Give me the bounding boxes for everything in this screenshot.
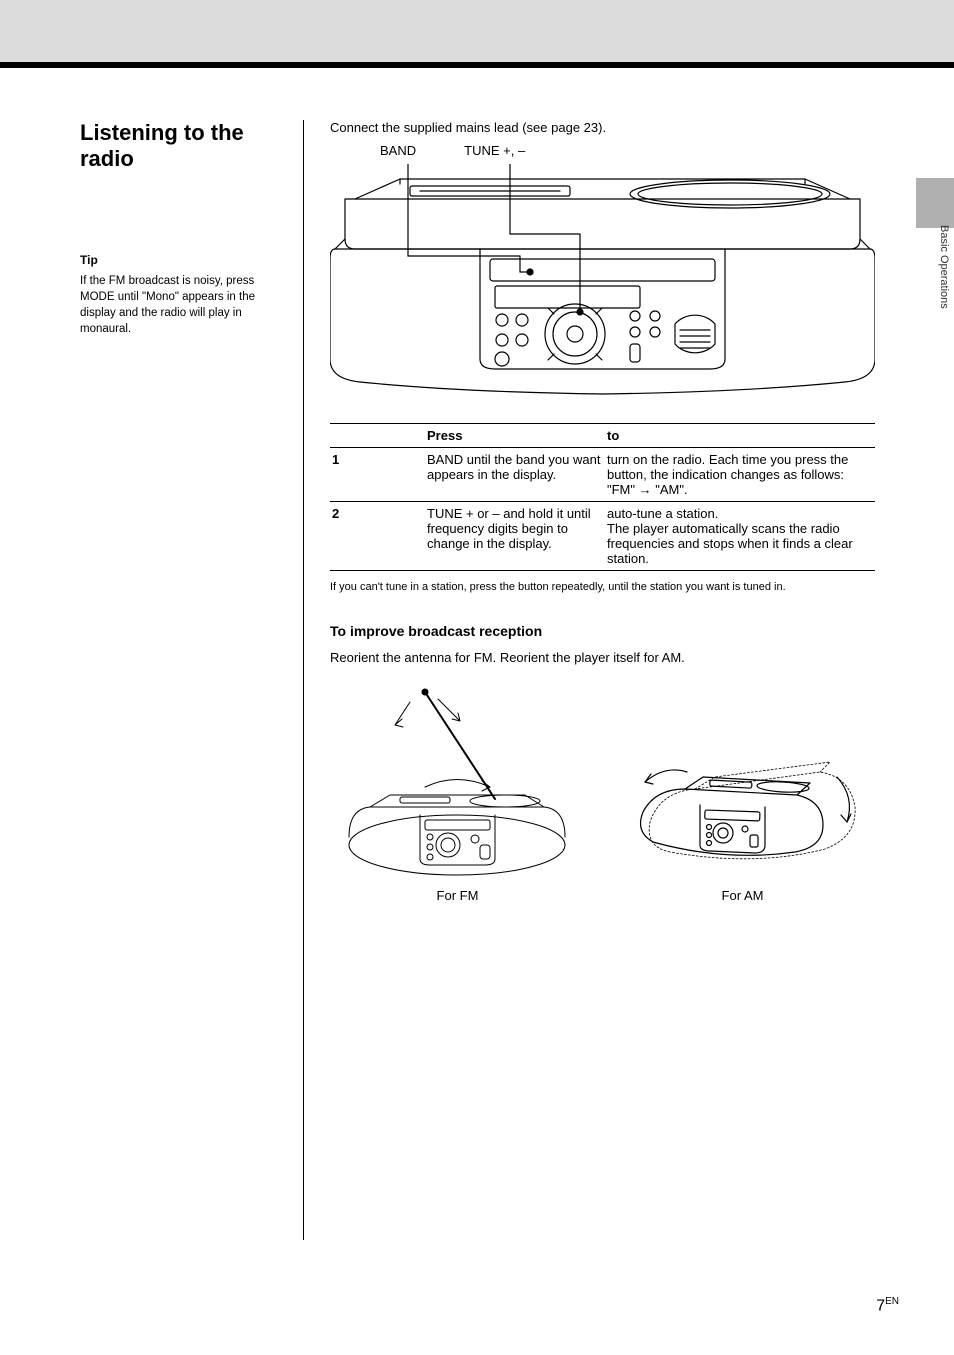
th-to: to — [607, 428, 873, 443]
page-number-value: 7 — [876, 1297, 885, 1314]
tip-heading: Tip — [80, 253, 280, 267]
label-band: BAND — [380, 143, 416, 158]
side-section-label: Basic Operations — [920, 225, 950, 309]
steps-table: Press to 1 BAND until the band you want … — [330, 423, 875, 571]
am-diagram-wrap: For AM — [615, 677, 870, 903]
fm-antenna-diagram — [330, 677, 585, 877]
step-num: 1 — [332, 452, 427, 497]
tip-block: Tip If the FM broadcast is noisy, press … — [80, 253, 280, 337]
subsection-text: Reorient the antenna for FM. Reorient th… — [330, 649, 875, 667]
step-press: BAND until the band you want appears in … — [427, 452, 607, 497]
step-num: 2 — [332, 506, 427, 566]
th-press: Press — [427, 428, 607, 443]
table-caption: If you can't tune in a station, press th… — [330, 581, 875, 593]
tip-body: If the FM broadcast is noisy, press MODE… — [80, 273, 280, 337]
table-header: Press to — [330, 423, 875, 447]
header-underline — [0, 62, 954, 68]
side-tab — [916, 178, 954, 228]
page-number: 7EN — [876, 1296, 899, 1315]
label-tune: TUNE +, – — [464, 143, 525, 158]
step-to: turn on the radio. Each time you press t… — [607, 452, 873, 497]
page-number-suffix: EN — [885, 1296, 899, 1307]
am-caption: For AM — [615, 888, 870, 903]
left-column: Listening to the radio Tip If the FM bro… — [80, 120, 280, 337]
fm-diagram-wrap: For FM — [330, 677, 585, 903]
step-press: TUNE + or – and hold it until frequency … — [427, 506, 607, 566]
column-divider — [303, 120, 304, 1240]
table-row: 2 TUNE + or – and hold it until frequenc… — [330, 501, 875, 571]
th-step — [332, 428, 427, 443]
am-rotate-diagram — [615, 677, 870, 877]
table-row: 1 BAND until the band you want appears i… — [330, 447, 875, 501]
intro-text: Connect the supplied mains lead (see pag… — [330, 120, 875, 135]
antenna-diagrams: For FM — [330, 677, 875, 903]
fm-caption: For FM — [330, 888, 585, 903]
page-title: Listening to the radio — [80, 120, 280, 173]
header-bar — [0, 0, 954, 62]
subsection-heading: To improve broadcast reception — [330, 623, 875, 639]
diagram-labels: BAND TUNE +, – — [330, 143, 875, 158]
right-column: Connect the supplied mains lead (see pag… — [330, 120, 875, 903]
step-to: auto-tune a station. The player automati… — [607, 506, 873, 566]
boombox-diagram — [330, 164, 875, 399]
